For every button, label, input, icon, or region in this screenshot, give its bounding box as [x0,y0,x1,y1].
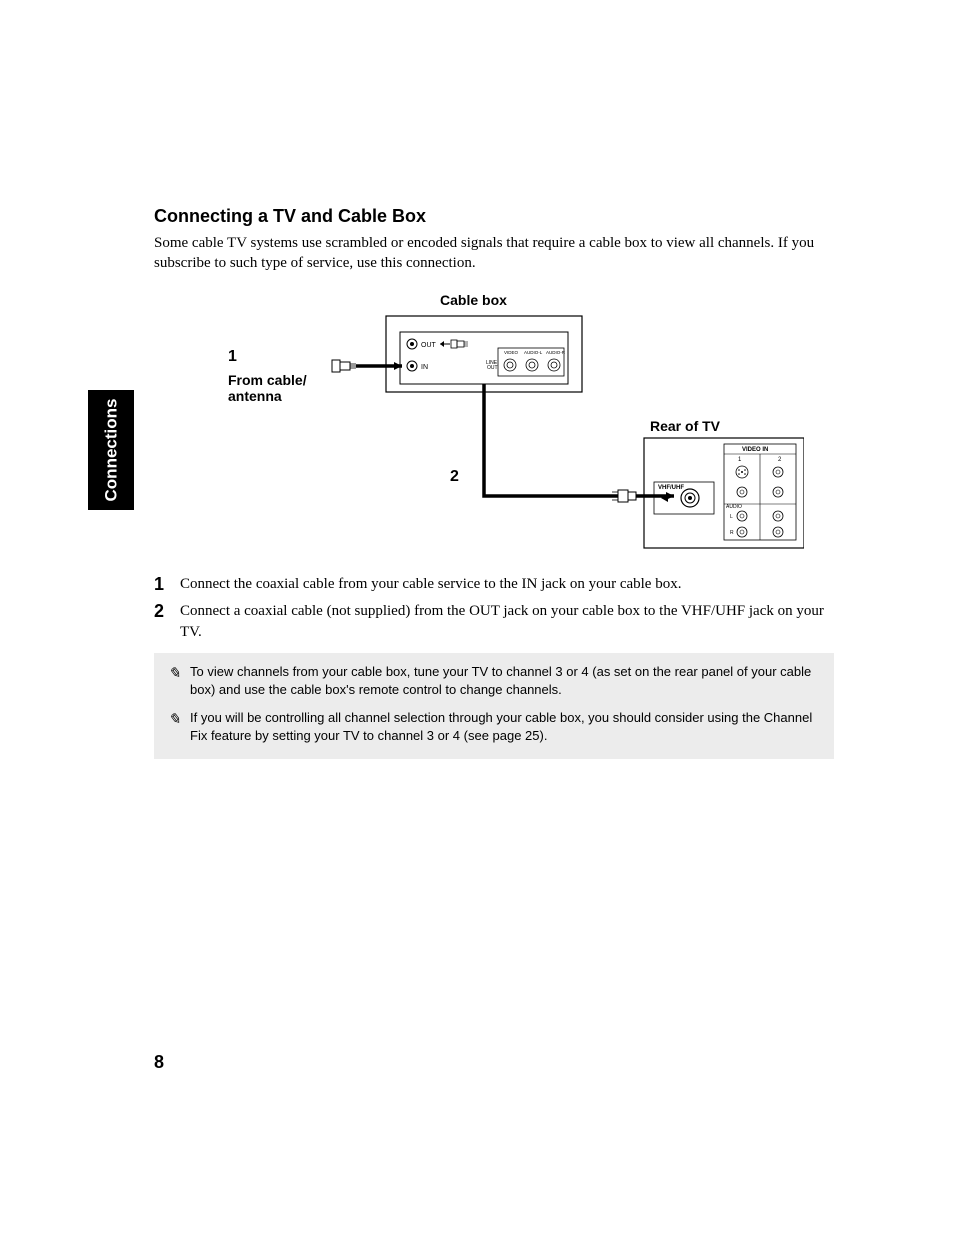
rear-of-tv-label: Rear of TV [650,418,720,434]
notes-box: ✎ To view channels from your cable box, … [154,653,834,760]
cablebox-out-label: OUT [421,342,437,349]
side-tab-connections: Connections [88,390,134,510]
note-text: To view channels from your cable box, tu… [190,663,820,699]
cablebox-in-label: IN [421,364,428,371]
cable-box-label: Cable box [440,292,507,308]
diagram-step2-num: 2 [450,468,459,486]
note-text: If you will be controlling all channel s… [190,709,820,745]
note-row: ✎ If you will be controlling all channel… [168,709,820,745]
audio-l-label: AUDIO-L [524,350,543,355]
video-label: VIDEO [504,350,519,355]
step-text: Connect a coaxial cable (not supplied) f… [180,601,834,643]
audio-label: AUDIO [726,504,742,510]
video-in-label: VIDEO IN [742,447,768,453]
from-cable-label-2: antenna [228,388,282,404]
steps-list: 1 Connect the coaxial cable from your ca… [154,574,834,643]
svg-text:1: 1 [738,457,742,463]
svg-text:R: R [730,530,734,536]
from-cable-label-1: From cable/ [228,372,307,388]
step-text: Connect the coaxial cable from your cabl… [180,574,681,595]
svg-text:2: 2 [778,457,782,463]
step-row: 2 Connect a coaxial cable (not supplied)… [154,601,834,643]
step-row: 1 Connect the coaxial cable from your ca… [154,574,834,595]
intro-paragraph: Some cable TV systems use scrambled or e… [154,233,834,274]
note-row: ✎ To view channels from your cable box, … [168,663,820,699]
page-number: 8 [154,1052,164,1073]
vhfuhf-label: VHF/UHF [658,485,684,491]
connection-diagram: Cable box 1 From cable/ antenna 2 Rear o… [184,292,804,562]
note-icon: ✎ [168,709,190,730]
section-title: Connecting a TV and Cable Box [154,206,834,227]
side-tab-label: Connections [101,399,121,502]
audio-r-label: AUDIO-R [546,350,566,355]
line-out-label: LINEOUT [486,360,498,371]
step-number: 2 [154,601,180,622]
step-number: 1 [154,574,180,595]
diagram-step1-num: 1 [228,348,237,366]
note-icon: ✎ [168,663,190,684]
page-content: Connecting a TV and Cable Box Some cable… [154,206,834,759]
svg-text:L: L [730,514,733,520]
